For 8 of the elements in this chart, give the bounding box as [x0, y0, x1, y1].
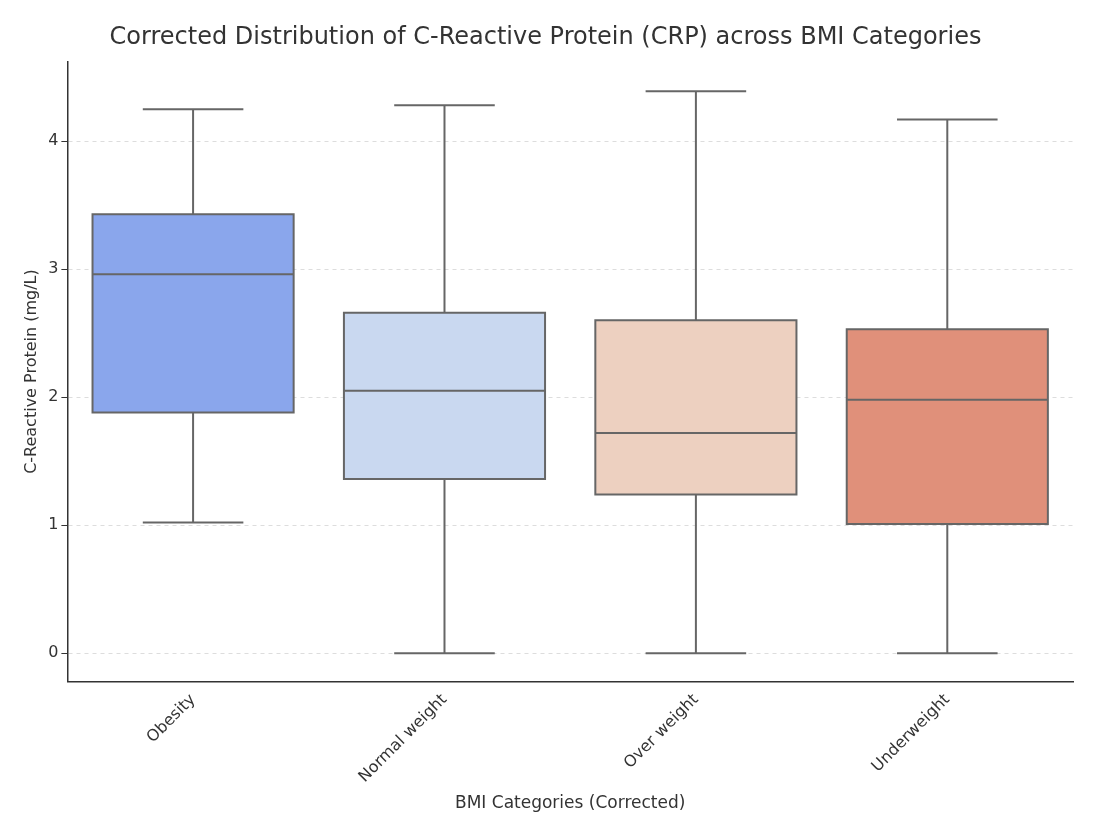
- chart-title: Corrected Distribution of C-Reactive Protein (CRP) across BMI Categories: [109, 21, 982, 50]
- y-tick-label: 4: [48, 130, 59, 150]
- y-tick-label: 1: [48, 514, 59, 534]
- y-tick-label: 3: [48, 258, 59, 278]
- y-tick-label: 2: [48, 386, 59, 406]
- y-tick-label: 0: [48, 642, 59, 662]
- y-axis-title: C-Reactive Protein (mg/L): [20, 269, 40, 474]
- x-axis-title: BMI Categories (Corrected): [455, 792, 686, 813]
